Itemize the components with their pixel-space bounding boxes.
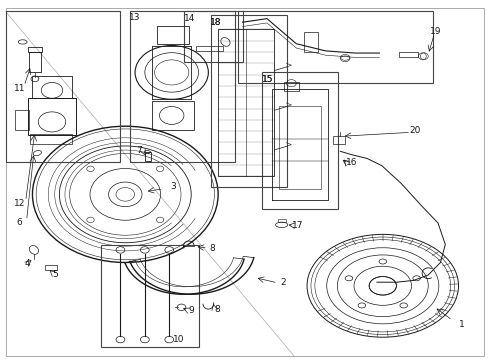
Text: 12: 12 (14, 199, 25, 208)
Text: 9: 9 (188, 306, 194, 315)
Text: 1: 1 (460, 320, 465, 329)
Text: 18: 18 (210, 18, 221, 27)
Bar (278, 219, 286, 222)
Bar (15, 110, 29, 130)
Bar (211, 15, 287, 187)
Bar (45, 265, 57, 270)
Text: 15: 15 (262, 75, 274, 84)
Bar (218, 30, 274, 176)
Bar (196, 45, 223, 51)
Bar (279, 107, 321, 189)
Bar (304, 32, 318, 51)
Bar (184, 12, 243, 62)
Bar (145, 152, 151, 161)
Text: 2: 2 (280, 278, 286, 287)
Text: 17: 17 (292, 221, 303, 230)
Bar (157, 26, 189, 44)
Text: 16: 16 (346, 158, 357, 167)
Bar (333, 136, 345, 144)
Bar (284, 82, 299, 91)
Bar (5, 12, 121, 162)
Text: 19: 19 (430, 27, 441, 36)
Text: 6: 6 (16, 218, 22, 227)
Bar (238, 12, 433, 83)
Text: 3: 3 (171, 182, 176, 191)
Bar (27, 98, 76, 135)
Bar (101, 244, 198, 347)
Text: 8: 8 (209, 244, 215, 253)
Text: 15: 15 (262, 75, 274, 84)
Text: 4: 4 (25, 259, 30, 268)
Text: 5: 5 (52, 270, 58, 279)
Text: 8: 8 (215, 305, 220, 314)
Text: 18: 18 (210, 18, 221, 27)
Bar (32, 76, 72, 98)
Text: 13: 13 (129, 13, 141, 22)
Text: 10: 10 (173, 335, 185, 344)
Text: 14: 14 (184, 14, 196, 23)
Text: 7: 7 (136, 146, 142, 155)
Bar (130, 12, 235, 162)
Text: 11: 11 (14, 84, 25, 93)
Bar (262, 72, 338, 209)
Bar (29, 52, 41, 72)
Bar (399, 52, 418, 57)
Text: 20: 20 (409, 126, 421, 135)
Bar (30, 134, 72, 144)
Bar (28, 46, 42, 52)
Bar (152, 101, 194, 130)
